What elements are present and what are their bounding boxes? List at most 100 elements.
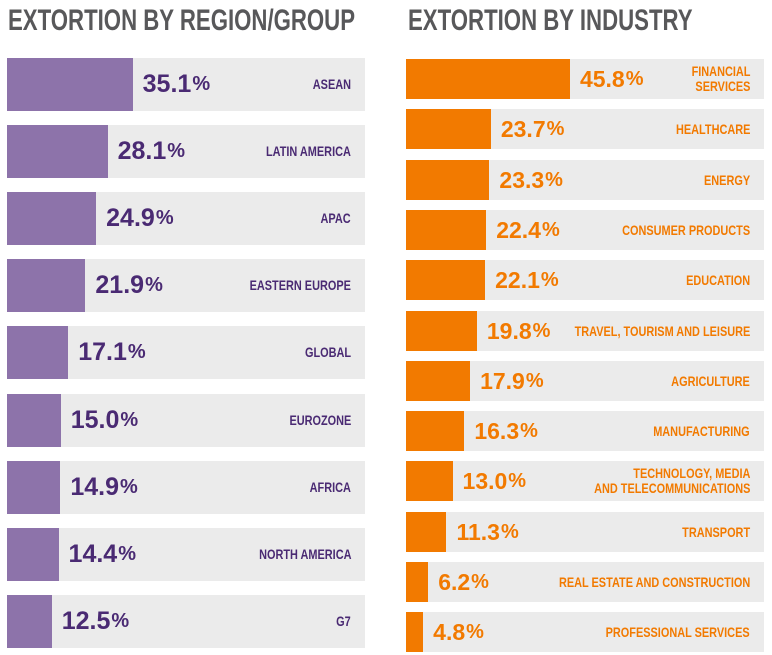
industry-value-label: 17.9%	[480, 361, 544, 401]
industry-value-label: 45.8%	[580, 59, 644, 99]
region-category-label: G7	[336, 613, 351, 629]
industry-bar-row: 23.7% HEALTHCARE	[406, 109, 764, 149]
industry-value-suffix: %	[466, 620, 484, 643]
region-bar-row: 14.9% AFRICA	[7, 461, 365, 514]
region-category-label: AFRICA	[309, 479, 351, 495]
industry-value-label: 23.3%	[499, 160, 563, 200]
region-value-number: 17.1	[78, 338, 127, 366]
industry-value-suffix: %	[508, 469, 527, 492]
industry-value-number: 19.8	[486, 317, 532, 344]
industry-bar	[406, 109, 491, 149]
industry-value-number: 22.4	[496, 216, 541, 243]
region-value-number: 15.0	[70, 406, 120, 434]
industry-bar-row: 19.8% TRAVEL, TOURISM AND LEISURE	[406, 311, 764, 351]
industry-value-label: 19.8%	[487, 311, 551, 351]
industry-bar-row: 13.0% TECHNOLOGY, MEDIA AND TELECOMMUNICA…	[406, 461, 764, 501]
industry-bar	[406, 311, 477, 351]
industry-value-suffix: %	[545, 168, 563, 191]
industry-value-suffix: %	[541, 218, 560, 241]
region-bar-row: 15.0% EUROZONE	[7, 394, 365, 447]
region-bar-row: 14.4% NORTH AMERICA	[7, 528, 365, 581]
industry-category-label: REAL ESTATE AND CONSTRUCTION	[558, 573, 750, 590]
region-value-number: 14.9	[70, 473, 119, 501]
industry-bar	[406, 461, 453, 501]
region-bar-row: 28.1% LATIN AMERICA	[7, 125, 365, 178]
industry-value-suffix: %	[471, 570, 489, 593]
industry-value-label: 13.0%	[463, 461, 527, 501]
region-bar	[7, 326, 69, 379]
industry-category-label: TRANSPORT	[682, 523, 750, 540]
region-bar	[7, 58, 133, 111]
region-value-number: 12.5	[61, 607, 111, 635]
industry-bar	[406, 59, 570, 99]
region-bar	[7, 259, 86, 312]
industry-bar-row: 45.8% FINANCIAL SERVICES	[406, 59, 764, 99]
region-value-number: 14.4	[68, 540, 118, 568]
region-value-suffix: %	[155, 207, 174, 229]
industry-value-label: 23.7%	[501, 109, 565, 149]
region-bar	[7, 595, 52, 648]
region-value-number: 35.1	[142, 70, 192, 98]
region-bar	[7, 394, 61, 447]
region-bar-row: 24.9% APAC	[7, 192, 365, 245]
region-value-label: 21.9%	[95, 259, 162, 312]
industry-bar	[406, 612, 424, 652]
region-value-suffix: %	[145, 274, 163, 296]
region-bar	[7, 125, 108, 178]
region-value-label: 15.0%	[71, 394, 138, 447]
industry-value-number: 22.1	[495, 266, 540, 293]
region-bar-row: 35.1% ASEAN	[7, 58, 365, 111]
industry-bar-row: 22.1% EDUCATION	[406, 260, 764, 300]
industry-value-number: 17.9	[480, 367, 525, 394]
industry-chart-title: EXTORTION BY INDUSTRY	[408, 4, 693, 37]
region-category-label: NORTH AMERICA	[258, 546, 351, 562]
industry-bar-row: 22.4% CONSUMER PRODUCTS	[406, 210, 764, 250]
industry-bar	[406, 562, 429, 602]
region-category-label: ASEAN	[312, 76, 351, 92]
industry-category-label: FINANCIAL SERVICES	[691, 63, 750, 94]
industry-value-number: 23.3	[499, 166, 545, 193]
industry-bar	[406, 361, 471, 401]
region-value-label: 24.9%	[106, 192, 173, 245]
industry-category-label: TRAVEL, TOURISM AND LEISURE	[574, 322, 750, 339]
industry-category-label: PROFESSIONAL SERVICES	[605, 623, 750, 640]
industry-category-label: MANUFACTURING	[653, 422, 750, 439]
region-bar	[7, 192, 97, 245]
industry-value-number: 6.2	[438, 568, 471, 595]
industry-value-suffix: %	[520, 419, 538, 442]
industry-value-label: 4.8%	[433, 612, 484, 652]
region-bar-row: 21.9% EASTERN EUROPE	[7, 259, 365, 312]
region-category-label: EASTERN EUROPE	[249, 277, 351, 293]
industry-value-number: 13.0	[462, 467, 508, 494]
industry-value-suffix: %	[625, 67, 644, 90]
region-value-suffix: %	[120, 476, 138, 498]
region-value-number: 21.9	[95, 271, 145, 299]
industry-bar	[406, 260, 486, 300]
region-bar-row: 17.1% GLOBAL	[7, 326, 365, 379]
industry-bar-row: 23.3% ENERGY	[406, 160, 764, 200]
industry-bar-row: 6.2% REAL ESTATE AND CONSTRUCTION	[406, 562, 764, 602]
industry-value-label: 11.3%	[456, 512, 518, 552]
region-bar	[7, 528, 59, 581]
industry-value-label: 6.2%	[438, 562, 489, 602]
industry-category-label: EDUCATION	[685, 271, 750, 288]
industry-bar	[406, 411, 465, 451]
industry-category-label: CONSUMER PRODUCTS	[621, 221, 750, 238]
industry-value-suffix: %	[525, 369, 544, 392]
industry-value-suffix: %	[540, 268, 559, 291]
industry-value-number: 11.3	[456, 518, 500, 545]
industry-bar-row: 11.3% TRANSPORT	[406, 512, 764, 552]
industry-category-label: AGRICULTURE	[671, 372, 750, 389]
industry-value-suffix: %	[546, 117, 565, 140]
industry-value-label: 22.4%	[496, 210, 560, 250]
industry-value-suffix: %	[500, 520, 519, 543]
industry-category-label: TECHNOLOGY, MEDIA AND TELECOMMUNICATIONS	[593, 465, 750, 496]
region-value-suffix: %	[127, 341, 146, 363]
region-value-number: 24.9	[106, 204, 155, 232]
industry-value-number: 4.8	[433, 618, 466, 645]
region-value-label: 12.5%	[62, 595, 129, 648]
region-value-label: 17.1%	[78, 326, 145, 379]
region-category-label: GLOBAL	[304, 344, 351, 360]
region-value-number: 28.1	[117, 137, 167, 165]
industry-value-number: 23.7	[500, 115, 546, 142]
